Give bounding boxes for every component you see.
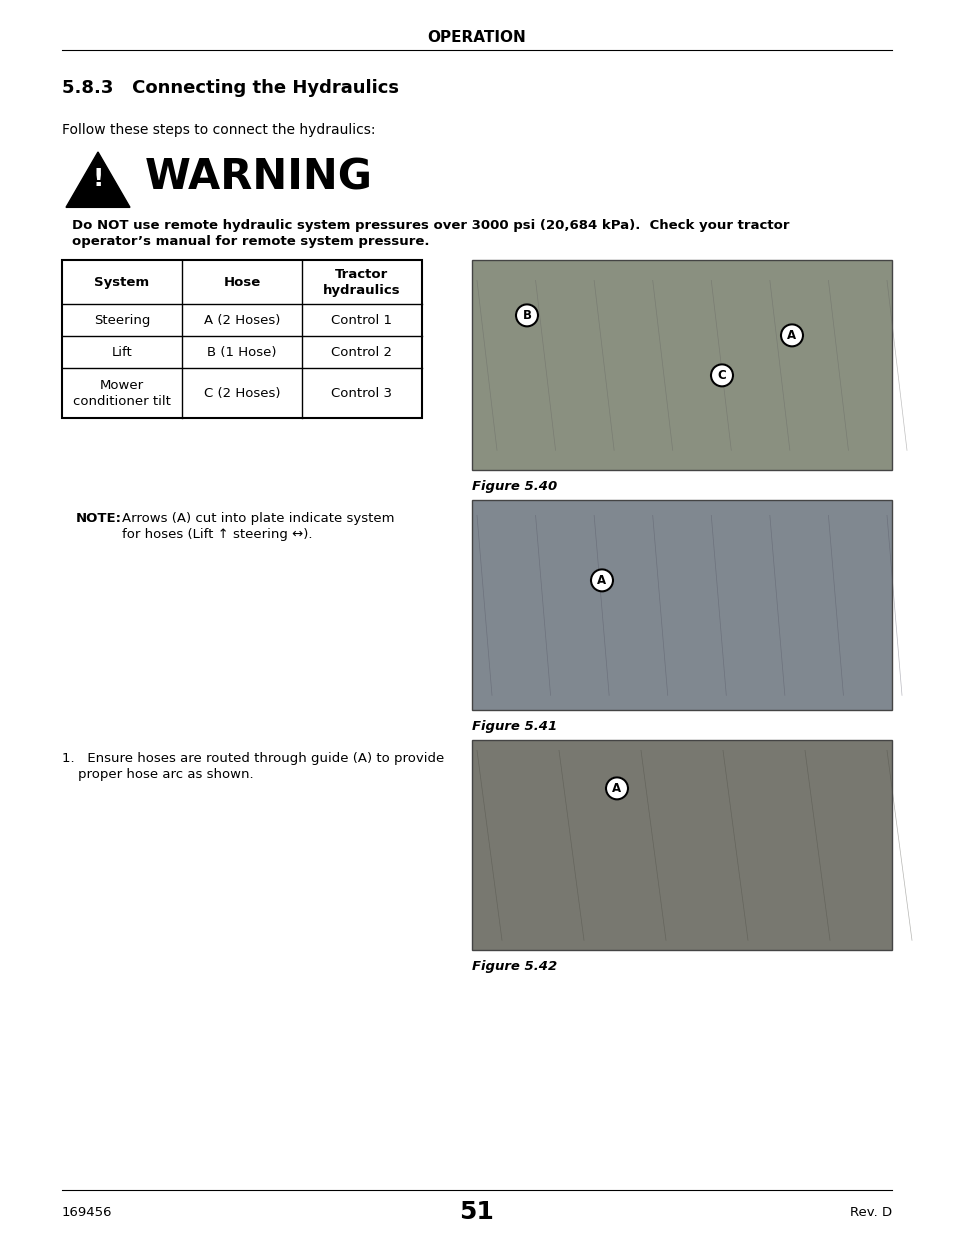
Text: Lift: Lift xyxy=(112,346,132,359)
Text: C (2 Hoses): C (2 Hoses) xyxy=(204,387,280,400)
Text: Arrows (A) cut into plate indicate system: Arrows (A) cut into plate indicate syste… xyxy=(122,511,395,525)
Text: B (1 Hose): B (1 Hose) xyxy=(207,346,276,359)
Text: A (2 Hoses): A (2 Hoses) xyxy=(204,314,280,327)
Text: Mower: Mower xyxy=(100,379,144,391)
Text: Control 1: Control 1 xyxy=(331,314,392,327)
Circle shape xyxy=(710,364,732,387)
Text: A: A xyxy=(612,782,621,795)
Text: conditioner tilt: conditioner tilt xyxy=(73,395,171,408)
Polygon shape xyxy=(66,152,130,207)
Text: 169456: 169456 xyxy=(62,1205,112,1219)
Text: WARNING: WARNING xyxy=(145,157,373,199)
Text: C: C xyxy=(717,369,725,382)
Circle shape xyxy=(590,569,613,592)
Text: System: System xyxy=(94,275,150,289)
Text: A: A xyxy=(597,574,606,587)
Bar xyxy=(472,261,891,471)
Text: 51: 51 xyxy=(459,1200,494,1224)
Circle shape xyxy=(516,304,537,326)
Text: Control 3: Control 3 xyxy=(331,387,392,400)
Text: operator’s manual for remote system pressure.: operator’s manual for remote system pres… xyxy=(71,235,429,248)
Text: Do NOT use remote hydraulic system pressures over 3000 psi (20,684 kPa).  Check : Do NOT use remote hydraulic system press… xyxy=(71,219,789,232)
Polygon shape xyxy=(71,157,124,200)
Text: Rev. D: Rev. D xyxy=(849,1205,891,1219)
Text: Control 2: Control 2 xyxy=(331,346,392,359)
Circle shape xyxy=(781,325,802,346)
Text: Figure 5.41: Figure 5.41 xyxy=(472,720,557,732)
Text: Figure 5.42: Figure 5.42 xyxy=(472,960,557,973)
Text: !: ! xyxy=(92,167,104,191)
Text: A: A xyxy=(786,329,796,342)
Text: for hoses (Lift ↑ steering ↔).: for hoses (Lift ↑ steering ↔). xyxy=(122,527,313,541)
Text: Figure 5.40: Figure 5.40 xyxy=(472,480,557,493)
Text: OPERATION: OPERATION xyxy=(427,31,526,46)
Bar xyxy=(472,500,891,710)
Text: Steering: Steering xyxy=(93,314,150,327)
Text: B: B xyxy=(522,309,531,322)
Bar xyxy=(472,740,891,951)
Text: Hose: Hose xyxy=(223,275,260,289)
Text: 5.8.3   Connecting the Hydraulics: 5.8.3 Connecting the Hydraulics xyxy=(62,79,398,98)
Text: hydraulics: hydraulics xyxy=(323,284,400,296)
Text: 1.   Ensure hoses are routed through guide (A) to provide: 1. Ensure hoses are routed through guide… xyxy=(62,752,444,764)
Text: Tractor: Tractor xyxy=(335,268,388,280)
Text: Follow these steps to connect the hydraulics:: Follow these steps to connect the hydrau… xyxy=(62,124,375,137)
Circle shape xyxy=(605,777,627,799)
Bar xyxy=(62,261,421,419)
Text: NOTE:: NOTE: xyxy=(76,511,122,525)
Text: proper hose arc as shown.: proper hose arc as shown. xyxy=(78,768,253,781)
